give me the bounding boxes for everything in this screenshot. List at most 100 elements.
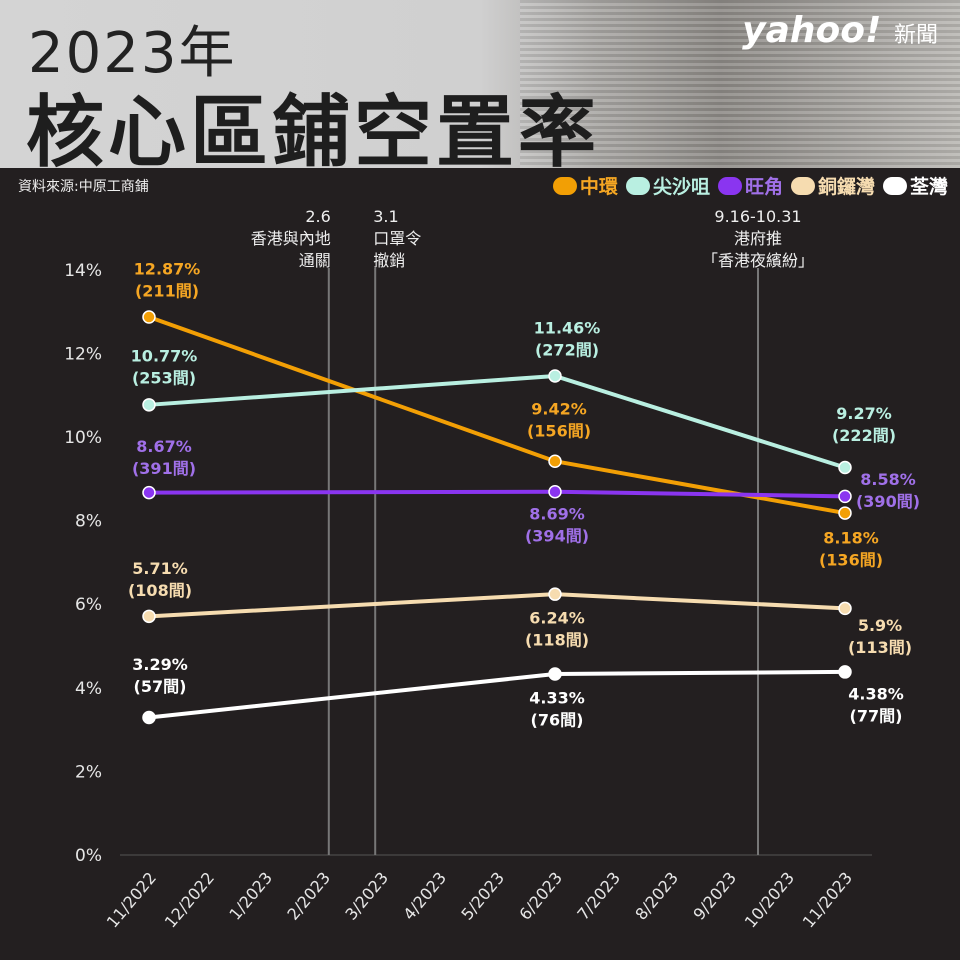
legend-item: 旺角 — [717, 172, 783, 199]
legend-label: 荃灣 — [909, 176, 948, 198]
annotation-text: 撤銷 — [373, 251, 405, 270]
legend-item: 荃灣 — [882, 172, 948, 199]
x-tick-label: 11/2023 — [799, 868, 856, 931]
legend-swatch-icon — [882, 176, 907, 195]
x-tick-label: 1/2023 — [225, 868, 276, 923]
data-label-value: 8.69% — [529, 504, 585, 523]
data-label-count: (57間) — [134, 677, 187, 696]
legend-label: 旺角 — [744, 176, 783, 198]
data-label-count: (394間) — [525, 526, 589, 545]
data-label-value: 5.71% — [132, 559, 188, 578]
data-label-count: (156間) — [527, 422, 591, 441]
x-tick-label: 11/2022 — [103, 868, 160, 931]
data-label-count: (391間) — [132, 459, 196, 478]
data-point — [548, 667, 562, 681]
y-tick-label: 4% — [75, 679, 102, 699]
data-label-value: 8.67% — [136, 437, 192, 456]
y-tick-label: 2% — [75, 762, 102, 782]
data-label-count: (222間) — [832, 426, 896, 445]
data-label-count: (211間) — [135, 282, 199, 301]
data-point — [548, 454, 562, 468]
data-point — [548, 369, 562, 383]
legend-label: 尖沙咀 — [652, 176, 710, 198]
data-label-value: 12.87% — [134, 260, 201, 279]
data-label-value: 3.29% — [132, 655, 188, 674]
y-tick-label: 0% — [75, 846, 102, 866]
x-tick-label: 6/2023 — [515, 868, 566, 923]
data-point — [142, 710, 156, 725]
x-tick-label: 9/2023 — [689, 868, 740, 923]
data-label-value: 10.77% — [131, 346, 198, 365]
data-point — [142, 398, 156, 412]
data-label-count: (136間) — [819, 551, 883, 570]
annotation-text: 2.6 — [305, 207, 330, 226]
data-label-count: (77間) — [850, 706, 903, 725]
annotation-text: 9.16-10.31 — [714, 207, 801, 226]
annotation-text: 香港與內地 — [251, 229, 331, 248]
x-tick-label: 10/2023 — [741, 868, 798, 931]
legend-item: 中環 — [552, 172, 618, 199]
x-tick-label: 7/2023 — [573, 868, 624, 923]
data-label-value: 4.38% — [848, 684, 904, 703]
data-point — [838, 665, 852, 679]
annotation-text: 通關 — [299, 251, 331, 270]
x-tick-label: 3/2023 — [341, 868, 392, 923]
annotation-text: 「香港夜繽紛」 — [702, 251, 814, 270]
data-label-value: 8.18% — [823, 529, 879, 548]
x-tick-label: 12/2022 — [161, 868, 218, 931]
series-line — [148, 373, 846, 470]
header-photo — [520, 0, 960, 168]
legend-item: 尖沙咀 — [625, 172, 710, 199]
data-point — [142, 310, 156, 324]
data-label-value: 9.27% — [836, 404, 892, 423]
legend-swatch-icon — [790, 176, 815, 195]
legend-swatch-icon — [552, 176, 577, 195]
y-tick-label: 10% — [64, 428, 102, 448]
data-label-value: 6.24% — [529, 609, 585, 628]
x-tick-label: 2/2023 — [283, 868, 334, 923]
data-point — [142, 609, 156, 624]
data-label-value: 11.46% — [534, 318, 601, 337]
x-tick-label: 4/2023 — [399, 868, 450, 923]
page-title: 核心區鋪空置率 — [26, 88, 601, 178]
data-label-count: (390間) — [856, 492, 920, 511]
data-point — [838, 460, 852, 475]
chart-legend: 中環 尖沙咀 旺角 銅鑼灣 荃灣 — [552, 172, 948, 199]
data-label-count: (118間) — [525, 631, 589, 650]
annotation-text: 口罩令 — [373, 229, 421, 248]
y-tick-label: 6% — [75, 595, 102, 615]
data-label-count: (272間) — [535, 340, 599, 359]
x-tick-label: 5/2023 — [457, 868, 508, 923]
data-source: 資料來源:中原工商鋪 — [18, 179, 149, 195]
y-tick-label: 12% — [64, 344, 102, 364]
series-line — [148, 592, 846, 619]
data-point — [548, 587, 562, 601]
header-year: 2023年 — [28, 21, 237, 86]
header-banner: 2023年 核心區鋪空置率 yahoo! 新聞 — [0, 0, 960, 178]
data-label-count: (113間) — [848, 638, 912, 657]
legend-swatch-icon — [717, 176, 742, 195]
data-label-value: 8.58% — [860, 470, 916, 489]
data-point — [838, 506, 852, 520]
annotation-text: 3.1 — [373, 207, 398, 226]
legend-swatch-icon — [625, 176, 650, 195]
data-point — [142, 485, 156, 500]
legend-label: 中環 — [579, 176, 618, 198]
annotation-text: 港府推 — [734, 229, 782, 248]
data-label-count: (76間) — [531, 711, 584, 730]
legend-label: 銅鑼灣 — [817, 176, 875, 198]
x-tick-label: 8/2023 — [631, 868, 682, 923]
data-label-value: 4.33% — [529, 689, 585, 708]
legend-item: 銅鑼灣 — [790, 172, 875, 199]
yahoo-news-logo: yahoo! 新聞 — [742, 10, 938, 51]
data-label-count: (253間) — [132, 368, 196, 387]
data-point — [838, 489, 852, 504]
series-line — [148, 669, 846, 720]
y-tick-label: 14% — [64, 261, 102, 281]
data-label-value: 5.9% — [858, 616, 902, 635]
series-line — [148, 315, 846, 516]
data-point — [548, 485, 562, 499]
data-label-count: (108間) — [128, 581, 192, 600]
data-label-value: 9.42% — [531, 400, 587, 419]
